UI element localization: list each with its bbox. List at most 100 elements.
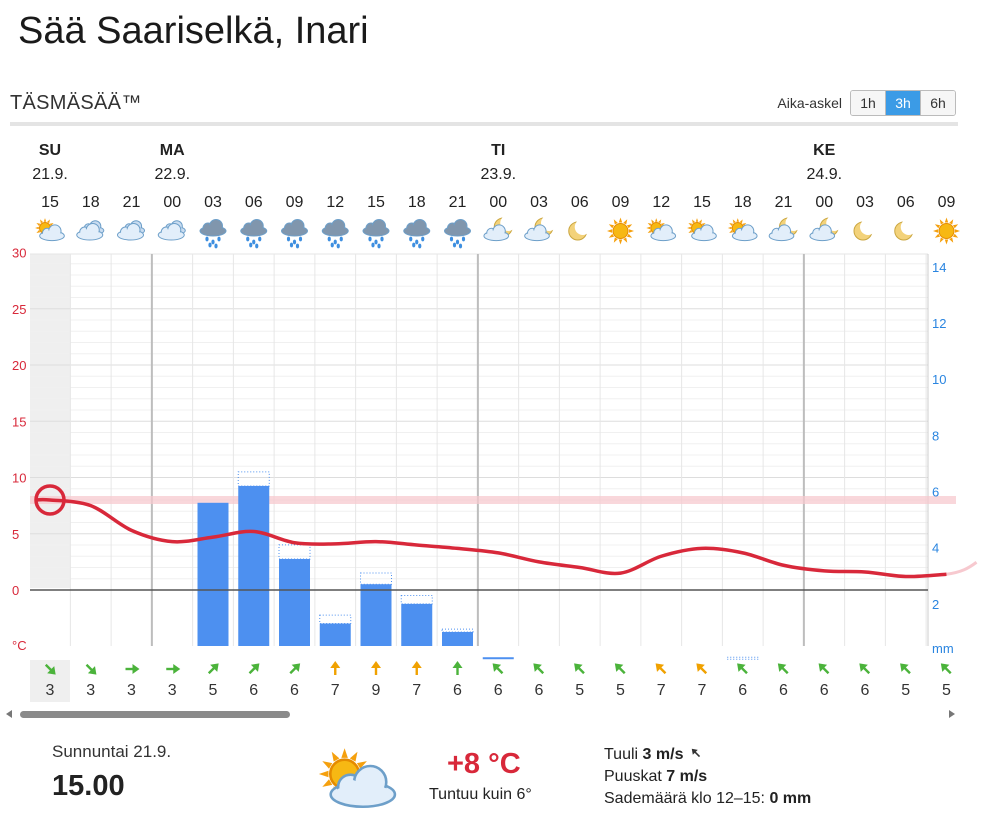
temp-axis-tick: 25 xyxy=(12,302,26,317)
temp-axis-tick: 30 xyxy=(12,246,26,261)
precip-bar xyxy=(482,657,514,660)
day-name: SU xyxy=(39,142,61,159)
precip-bar xyxy=(197,502,229,646)
hour-label: 12 xyxy=(326,194,344,211)
selected-details: Tuuli 3 m/s Puuskat 7 m/s Sademäärä klo … xyxy=(604,744,811,810)
scrollbar-thumb[interactable] xyxy=(20,711,290,718)
gust-value: 7 m/s xyxy=(666,768,708,785)
day-name: MA xyxy=(160,142,185,159)
day-date: 24.9. xyxy=(806,166,842,183)
precip-bar xyxy=(401,603,433,646)
precip-max-bar xyxy=(278,544,311,560)
wind-speed: 6 xyxy=(249,682,258,699)
partly-cloudy-day-icon xyxy=(318,748,397,809)
selected-wind-highlight xyxy=(30,660,70,702)
moon-icon xyxy=(894,219,917,241)
s-arrow-icon xyxy=(330,661,341,675)
header-divider xyxy=(10,122,958,126)
precip-max-bar xyxy=(319,614,352,625)
hour-label: 12 xyxy=(652,194,670,211)
precip-axis-unit: mm xyxy=(932,641,954,656)
partly-cloudy-night-icon xyxy=(524,215,557,242)
temp-axis-tick: 5 xyxy=(12,527,19,542)
rain-cloud-icon xyxy=(199,219,227,249)
wind-speed: 7 xyxy=(698,682,707,699)
hour-label: 03 xyxy=(204,194,222,211)
rain-cloud-icon xyxy=(403,219,431,249)
reference-temp-band xyxy=(30,496,956,504)
hour-label: 09 xyxy=(286,194,304,211)
wind-speed: 3 xyxy=(168,682,177,699)
hour-label: 15 xyxy=(693,194,711,211)
wind-row: Tuuli 3 m/s xyxy=(604,744,811,766)
rain-cloud-icon xyxy=(362,219,390,249)
precip-bar xyxy=(279,558,310,646)
selected-date: Sunnuntai 21.9. xyxy=(52,742,172,761)
wind-speed: 6 xyxy=(494,682,503,699)
precip-axis-tick: 8 xyxy=(932,428,939,443)
wind-speed: 6 xyxy=(779,682,788,699)
precip-axis-tick: 4 xyxy=(932,541,939,556)
temp-axis-tick: 0 xyxy=(12,583,19,598)
partly-cloudy-day-icon xyxy=(687,218,717,242)
wind-value: 3 m/s xyxy=(642,746,684,763)
day-name: TI xyxy=(491,142,505,159)
cloudy-icon xyxy=(76,220,105,241)
temp-axis-unit: °C xyxy=(12,638,27,653)
step-3h-button[interactable]: 3h xyxy=(886,91,921,115)
partly-cloudy-day-icon xyxy=(35,218,65,242)
step-6h-button[interactable]: 6h xyxy=(921,91,955,115)
hour-label: 00 xyxy=(815,194,833,211)
hour-label: 15 xyxy=(41,194,59,211)
se-arrow-icon xyxy=(940,663,952,675)
sw-arrow-icon xyxy=(207,663,219,675)
precip-max-bar xyxy=(726,656,759,660)
se-arrow-icon xyxy=(818,663,830,675)
hour-label: 18 xyxy=(408,194,426,211)
feels-like: Tuntuu kuin 6° xyxy=(429,786,532,803)
wind-speed: 5 xyxy=(901,682,910,699)
partly-cloudy-night-icon xyxy=(809,215,843,242)
precip-axis-tick: 14 xyxy=(932,260,946,275)
wind-speed: 7 xyxy=(657,682,666,699)
nw-arrow-icon xyxy=(44,663,56,675)
precip-bar xyxy=(319,623,351,646)
hour-label: 18 xyxy=(82,194,100,211)
w-arrow-icon xyxy=(125,664,140,674)
sw-arrow-icon xyxy=(289,663,301,675)
horizontal-scrollbar[interactable] xyxy=(6,710,955,718)
hour-label: 09 xyxy=(612,194,630,211)
wind-speed: 6 xyxy=(290,682,299,699)
gust-row: Puuskat 7 m/s xyxy=(604,766,811,788)
rain-cloud-icon xyxy=(281,219,308,249)
se-arrow-icon xyxy=(614,663,626,675)
w-arrow-icon xyxy=(166,664,181,674)
selected-temperature: +8 °C xyxy=(447,748,521,780)
sun-icon xyxy=(607,217,634,245)
step-1h-button[interactable]: 1h xyxy=(851,91,886,115)
partly-cloudy-night-icon xyxy=(768,215,802,242)
selected-marker[interactable] xyxy=(34,484,66,516)
precip-bar xyxy=(238,485,270,646)
hour-label: 00 xyxy=(489,194,507,211)
se-arrow-icon xyxy=(533,663,545,675)
scroll-right-arrow-icon[interactable] xyxy=(949,710,955,718)
widget-header: TÄSMÄSÄÄ™ Aika-askel 1h 3h 6h xyxy=(10,90,958,120)
widget-title: TÄSMÄSÄÄ™ xyxy=(10,92,142,114)
wind-speed: 7 xyxy=(331,682,340,699)
wind-speed: 6 xyxy=(861,682,870,699)
wind-speed: 6 xyxy=(820,682,829,699)
precip-axis-tick: 10 xyxy=(932,372,946,387)
time-step-control: Aika-askel 1h 3h 6h xyxy=(777,90,956,116)
wind-speed: 5 xyxy=(209,682,218,699)
scroll-left-arrow-icon[interactable] xyxy=(6,710,12,718)
precip-row: Sademäärä klo 12–15: 0 mm xyxy=(604,788,811,810)
s-arrow-icon xyxy=(452,661,463,675)
precip-axis-tick: 2 xyxy=(932,597,939,612)
temperature-line-fade xyxy=(946,561,978,576)
rain-cloud-icon xyxy=(444,219,471,249)
nw-arrow-icon xyxy=(85,663,97,675)
wind-speed: 5 xyxy=(575,682,584,699)
partly-cloudy-day-icon xyxy=(646,218,677,242)
